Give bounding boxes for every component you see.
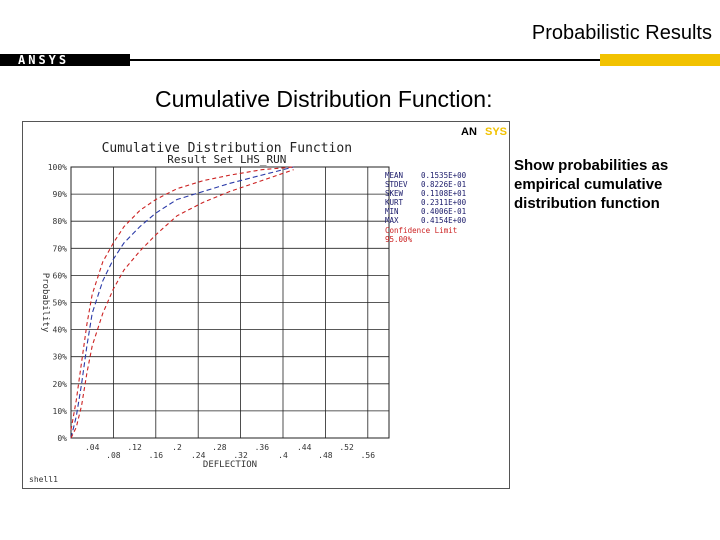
brand-label-accent: SYS [485,126,507,138]
header-rule [130,59,600,61]
corner-label: shell1 [29,475,58,484]
ansys-logo: ANSYS [18,53,70,67]
stat-value: 0.4006E-01 [421,207,466,216]
x-tick-label: .52 [339,443,354,452]
y-tick-label: 50% [53,299,68,308]
cdf-curve-lower [70,169,294,439]
y-tick-label: 100% [48,163,67,172]
chart-title: Cumulative Distribution Function [102,141,352,156]
x-tick-label: .36 [255,443,270,452]
header-bar: ANSYS [0,54,720,66]
side-note: Show probabilities as empirical cumulati… [514,157,669,212]
stat-value: 0.2311E+00 [421,198,467,207]
stat-value: 0.1108E+01 [421,189,466,198]
y-axis-label: Probability [40,273,50,333]
y-tick-label: 80% [53,217,68,226]
x-tick-label: .08 [106,451,121,460]
y-tick-label: 30% [53,353,68,362]
cdf-curve-upper [70,166,294,430]
x-tick-label: .32 [233,451,248,460]
x-tick-label: .12 [127,443,142,452]
stat-label: MEAN [385,171,403,180]
stat-label: STDEV [385,180,408,189]
brand-label: AN [461,126,477,138]
x-tick-label: .16 [149,451,164,460]
y-tick-label: 90% [53,190,68,199]
x-axis-label: DEFLECTION [203,460,257,470]
stat-value: 0.4154E+00 [421,216,467,225]
y-tick-label: 10% [53,407,68,416]
x-tick-label: .48 [318,451,333,460]
x-tick-label: .44 [297,443,312,452]
cdf-curve-mean [70,166,294,439]
y-tick-label: 70% [53,244,68,253]
cdf-chart-frame: Cumulative Distribution Function Result S… [22,121,510,489]
stat-label: MAX [385,216,399,225]
chart-subtitle: Result Set LHS_RUN [167,153,286,166]
stat-label: SKEW [385,189,404,198]
y-tick-label: 40% [53,326,68,335]
x-tick-label: .56 [361,451,376,460]
y-tick-label: 60% [53,271,68,280]
section-title: Cumulative Distribution Function: [155,86,493,112]
header-black-block [0,54,130,66]
header-yellow-block [600,54,720,66]
stat-value: 0.1535E+00 [421,171,467,180]
x-tick-label: .4 [278,451,288,460]
x-tick-label: .28 [212,443,227,452]
x-tick-label: .2 [172,443,182,452]
y-tick-label: 0% [57,434,67,443]
x-tick-label: .04 [85,443,100,452]
stat-value: 0.8226E-01 [421,180,466,189]
confidence-label: Confidence Limit [385,226,457,235]
slide-title: Probabilistic Results [531,22,712,44]
confidence-level: 95.00% [385,235,413,244]
y-tick-label: 20% [53,380,68,389]
stat-label: MIN [385,207,399,216]
x-tick-label: .24 [191,451,206,460]
stat-label: KURT [385,198,404,207]
